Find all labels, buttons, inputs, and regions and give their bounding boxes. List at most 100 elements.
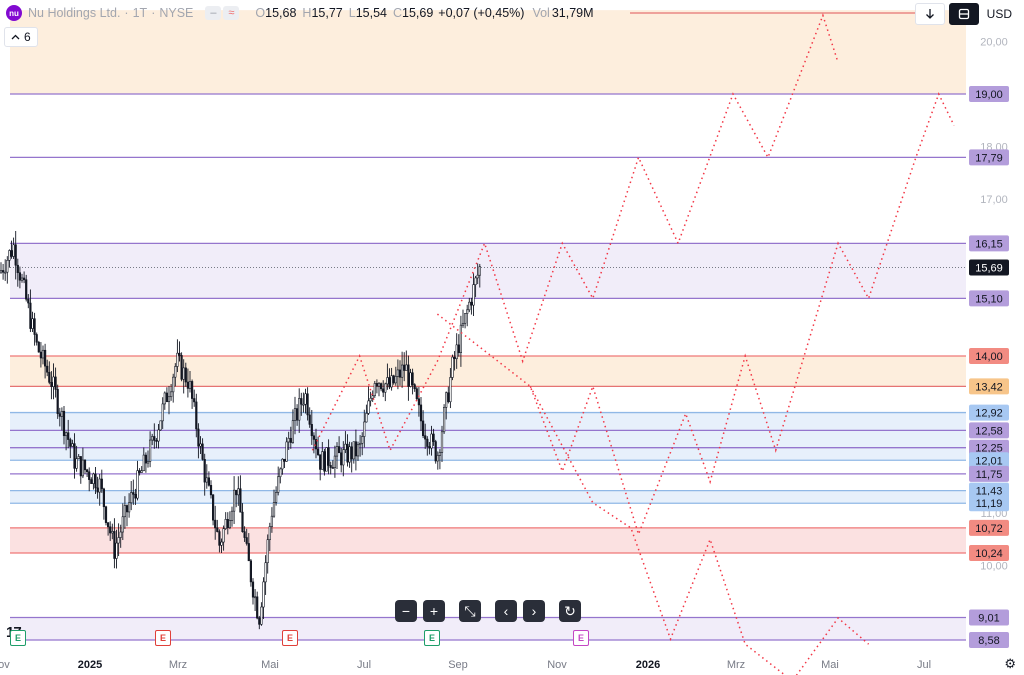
x-axis-label: Sep — [448, 659, 468, 671]
candle-body — [394, 376, 397, 384]
price-level-tag — [969, 404, 1009, 421]
candle-body — [109, 526, 112, 534]
candle-body — [298, 398, 301, 421]
earnings-marker[interactable]: E — [573, 630, 589, 646]
candle-body — [375, 383, 379, 387]
candle-body — [413, 384, 416, 390]
arrow-down-icon[interactable] — [914, 3, 945, 25]
candle-body — [270, 515, 274, 527]
candle-body — [379, 383, 383, 390]
candle-body — [75, 458, 78, 469]
zone-band — [10, 490, 966, 504]
candle-body — [178, 352, 181, 356]
candle-body — [400, 364, 404, 378]
candle-body — [405, 364, 408, 371]
reset-scale-button[interactable]: ⤡ — [459, 600, 481, 622]
price-level-tag — [969, 519, 1009, 536]
candle-body — [128, 502, 131, 513]
candle-body — [442, 407, 446, 433]
high-label: H — [302, 6, 312, 20]
price-level-tag — [969, 482, 1009, 499]
candle-body — [356, 444, 360, 457]
legend-separator: · — [151, 6, 156, 20]
candle-body — [312, 435, 316, 440]
candle-body — [193, 398, 196, 403]
candle-body — [241, 511, 244, 532]
candle-body — [478, 266, 481, 276]
price-level-tag — [969, 149, 1009, 166]
candle-body — [335, 446, 339, 457]
refresh-button[interactable]: ↻ — [559, 600, 581, 622]
low-value: 15,54 — [355, 6, 387, 20]
currency-label[interactable]: USD — [982, 4, 1016, 24]
candle-body — [184, 367, 187, 383]
candle-body — [363, 421, 366, 437]
layout-icon[interactable] — [948, 3, 979, 25]
price-level-label: 13,42 — [975, 381, 1003, 393]
earnings-marker[interactable]: E — [282, 630, 298, 646]
candle-body — [440, 431, 444, 453]
earnings-marker[interactable]: E — [424, 630, 440, 646]
candle-body — [142, 454, 145, 471]
price-level-label: 16,15 — [975, 238, 1003, 250]
price-level-tag — [969, 422, 1009, 439]
candle-body — [304, 393, 307, 405]
price-level-tag — [969, 439, 1009, 456]
candle-body — [415, 388, 418, 400]
candle-body — [25, 279, 28, 300]
candle-body — [256, 596, 259, 619]
candle-body — [27, 298, 30, 304]
candle-body — [354, 441, 358, 457]
wave-icon[interactable]: ≈ — [223, 6, 240, 20]
price-level-label: 12,58 — [975, 425, 1003, 437]
candle-body — [153, 436, 156, 441]
earnings-marker[interactable]: E — [10, 630, 26, 646]
candle-body — [1, 270, 5, 273]
candle-body — [115, 542, 118, 559]
candle-body — [264, 562, 267, 583]
change-value: +0,07 (+0,45%) — [438, 6, 525, 20]
candle-body — [411, 372, 414, 385]
interval-label[interactable]: 1T — [132, 6, 148, 20]
symbol-name[interactable]: Nu Holdings Ltd. — [28, 6, 121, 20]
price-level-tag — [969, 378, 1009, 395]
candle-body — [155, 440, 158, 442]
x-axis-label: 2026 — [636, 659, 660, 671]
candle-body — [205, 477, 208, 483]
candle-body — [65, 432, 68, 437]
candle-body — [207, 477, 211, 486]
price-level-tag — [969, 609, 1009, 626]
candle-body — [203, 459, 206, 483]
indicator-toggle-button[interactable]: 6 — [4, 27, 38, 47]
price-level-tag — [969, 495, 1009, 512]
earnings-marker[interactable]: E — [155, 630, 171, 646]
price-level-tag — [969, 452, 1009, 469]
candle-body — [83, 459, 87, 471]
candle-body — [365, 413, 368, 423]
candle-body — [287, 437, 290, 443]
scroll-right-button[interactable]: › — [523, 600, 545, 622]
zoom-in-button[interactable]: + — [423, 600, 445, 622]
zone-band — [10, 412, 966, 461]
candle-body — [254, 596, 257, 599]
price-level-tag — [969, 465, 1009, 482]
candle-body — [289, 437, 292, 443]
candle-body — [14, 244, 17, 266]
candle-body — [176, 352, 179, 367]
close-value: 15,69 — [402, 6, 434, 20]
candle-body — [113, 531, 116, 559]
x-axis-label: Mrz — [169, 659, 187, 671]
gear-icon[interactable]: ⚙ — [1004, 656, 1016, 671]
candle-body — [306, 393, 309, 416]
candle-body — [197, 428, 200, 447]
scroll-left-button[interactable]: ‹ — [495, 600, 517, 622]
candle-body — [266, 539, 269, 564]
candle-body — [88, 471, 91, 480]
candle-body — [434, 441, 437, 462]
hide-icon[interactable]: ‒ — [205, 6, 222, 20]
zoom-out-button[interactable]: − — [395, 600, 417, 622]
y-tick-label: 10,00 — [980, 561, 1008, 573]
candle-body — [436, 455, 439, 462]
candle-body — [98, 478, 101, 493]
